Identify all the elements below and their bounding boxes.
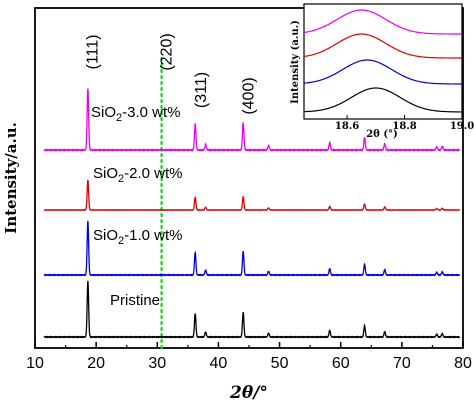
series-line xyxy=(43,179,461,211)
x-tick-label: 20 xyxy=(87,355,105,372)
inset-series-line xyxy=(303,59,462,85)
inset-frame xyxy=(303,3,463,120)
inset-y-axis-label: Intensity (a.u.) xyxy=(290,20,301,104)
x-tick-label: 40 xyxy=(210,355,228,372)
inset-series-group xyxy=(303,9,462,113)
inset-x-axis-label: 2θ (°) xyxy=(366,129,398,140)
inset-plot: 18.6 18.8 19.0 Intensity (a.u.) 2θ (°) xyxy=(290,3,474,140)
inset-series-line xyxy=(303,33,462,59)
series-label: Pristine xyxy=(110,292,160,309)
inset-x-ticks: 18.6 18.8 19.0 xyxy=(335,115,474,132)
x-tick-label: 70 xyxy=(393,355,411,372)
main-series-group xyxy=(43,88,461,339)
series-label: SiO2-2.0 wt% xyxy=(93,165,183,185)
inset-series-line xyxy=(303,9,462,35)
inset-series-line xyxy=(303,87,462,113)
peak-label: (400) xyxy=(240,77,257,114)
series-line xyxy=(43,88,461,152)
peak-label: (111) xyxy=(85,35,102,70)
series-line xyxy=(43,220,461,277)
y-axis-label: Intensity/a.u. xyxy=(2,122,20,234)
peak-labels-group: (111) (220) (311) (400) xyxy=(85,33,258,114)
series-labels-group: Pristine SiO2-1.0 wt% SiO2-2.0 wt% SiO2-3.0… xyxy=(91,104,183,309)
series-line xyxy=(43,280,461,339)
x-axis-label: 2θ/° xyxy=(229,383,268,403)
inset-x-tick-label: 18.8 xyxy=(392,121,416,132)
inset-x-tick-label: 18.6 xyxy=(335,121,359,132)
inset-x-tick-label: 19.0 xyxy=(450,121,474,132)
series-label: SiO2-1.0 wt% xyxy=(93,227,183,247)
peak-label: (311) xyxy=(193,72,210,108)
main-x-ticks: 10 20 30 40 50 60 70 80 xyxy=(26,342,472,372)
peak-label: (220) xyxy=(159,33,176,70)
x-tick-label: 50 xyxy=(271,355,289,372)
series-label: SiO2-3.0 wt% xyxy=(91,104,181,124)
x-tick-label: 80 xyxy=(454,355,472,372)
x-tick-label: 60 xyxy=(332,355,350,372)
x-tick-label: 30 xyxy=(148,355,166,372)
x-tick-label: 10 xyxy=(26,355,44,372)
